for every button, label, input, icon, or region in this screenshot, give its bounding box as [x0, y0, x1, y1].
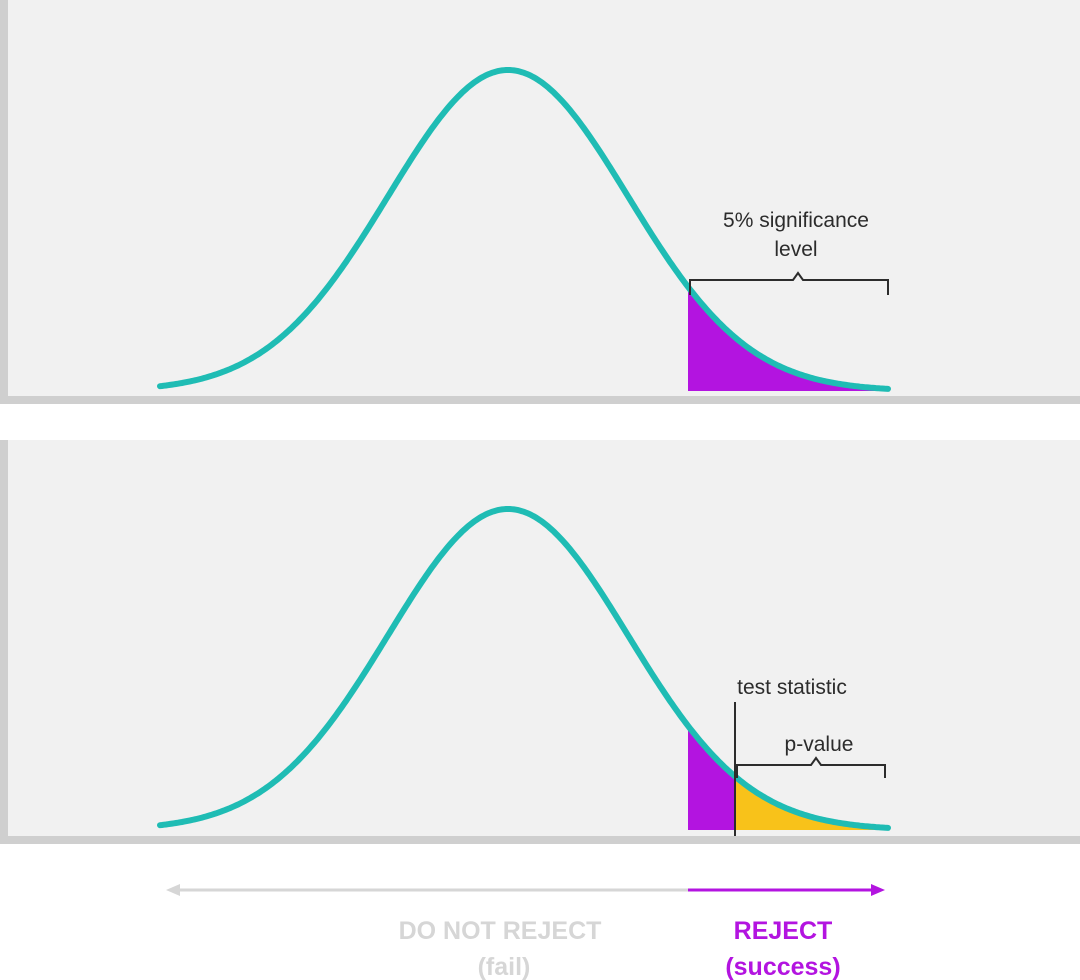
bottom-bell-curve [157, 506, 891, 831]
do-not-reject-sub-label: (fail) [478, 953, 531, 980]
bottom-panel-bottom-axis [0, 836, 1080, 844]
bottom-panel: test statistic p-value [0, 440, 1080, 844]
bottom-alpha-region [688, 725, 735, 830]
reject-arrowhead [871, 884, 885, 896]
significance-bracket [689, 271, 889, 295]
top-panel-background [8, 0, 1080, 398]
top-panel-left-axis [0, 0, 8, 404]
top-bell-curve [157, 67, 891, 392]
decision-axis: DO NOT REJECT (fail) REJECT (success) [166, 884, 885, 980]
reject-label: REJECT [734, 917, 833, 945]
do-not-reject-arrowhead [166, 884, 180, 896]
reject-sub-label: (success) [725, 953, 840, 980]
do-not-reject-label: DO NOT REJECT [399, 917, 602, 945]
top-panel-bottom-axis [0, 396, 1080, 404]
significance-label-line2: level [774, 238, 817, 261]
p-value-bracket [736, 756, 886, 778]
test-statistic-label: test statistic [737, 676, 847, 699]
top-panel: 5% significance level [0, 0, 1080, 404]
bottom-panel-background [8, 440, 1080, 837]
p-value-region [735, 776, 888, 830]
bottom-panel-left-axis [0, 440, 8, 844]
p-value-label: p-value [785, 733, 854, 756]
top-alpha-region [688, 286, 888, 391]
significance-label-line1: 5% significance [723, 209, 869, 232]
